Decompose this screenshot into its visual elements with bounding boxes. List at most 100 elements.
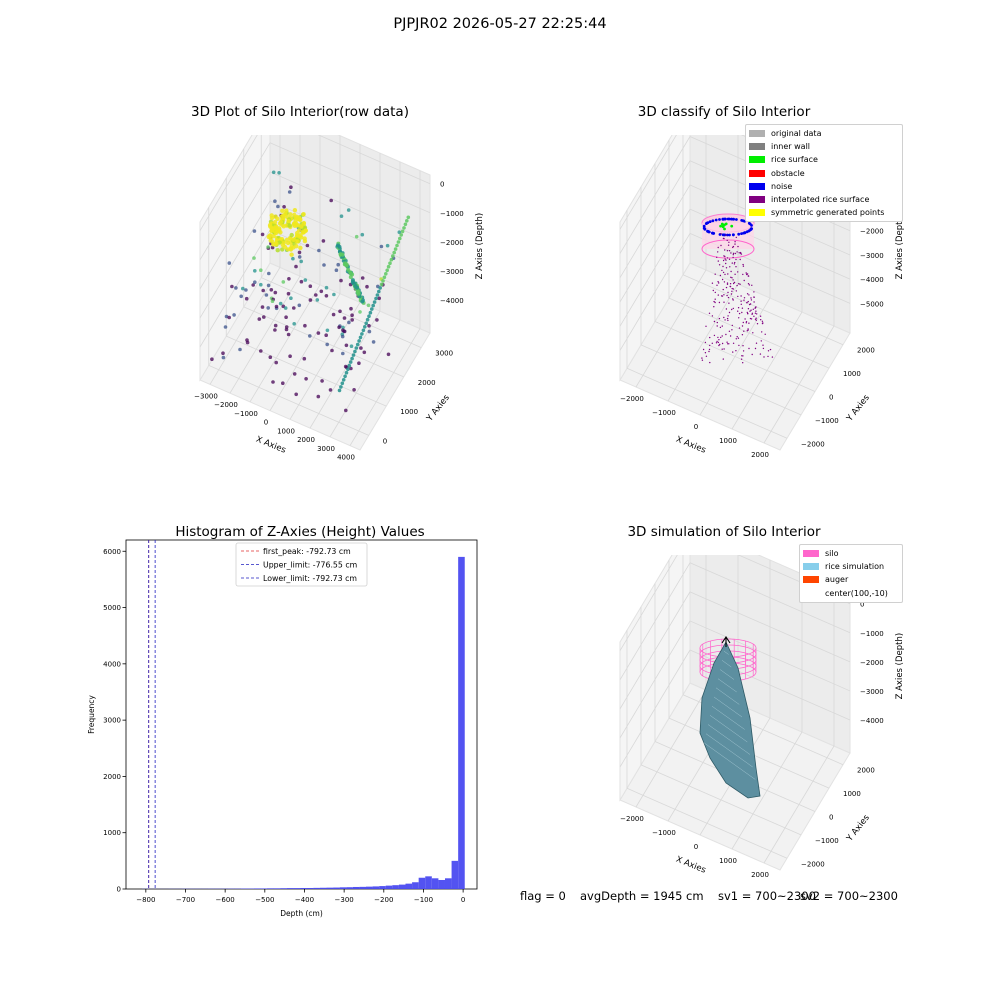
histogram-bar bbox=[431, 878, 439, 889]
y-tick-label: 3000 bbox=[103, 717, 121, 725]
interpolated-surface-point bbox=[753, 296, 755, 298]
raw-data-point bbox=[277, 227, 282, 233]
histogram-bar bbox=[444, 878, 452, 889]
interpolated-surface-point bbox=[732, 254, 734, 256]
noise-point bbox=[737, 232, 741, 236]
raw-data-point bbox=[267, 222, 273, 228]
interpolated-surface-point bbox=[747, 300, 749, 303]
interpolated-surface-point bbox=[738, 327, 741, 329]
raw-data-point bbox=[332, 292, 336, 297]
y-tick-label: 5000 bbox=[103, 604, 121, 612]
grid-line bbox=[199, 200, 271, 319]
raw-data-point bbox=[350, 318, 354, 322]
interpolated-surface-point bbox=[743, 330, 745, 332]
histogram-bar bbox=[365, 886, 373, 889]
interpolated-surface-point bbox=[738, 283, 740, 285]
legend-item: rice simulation bbox=[803, 560, 899, 573]
surface-mesh-line bbox=[719, 669, 735, 680]
interpolated-surface-point bbox=[725, 262, 727, 265]
raw-data-point bbox=[289, 296, 293, 300]
legend-item: symmetric generated points bbox=[749, 206, 899, 219]
raw-data-point bbox=[406, 215, 411, 220]
grid-line bbox=[269, 142, 431, 214]
raw-data-point bbox=[282, 205, 286, 209]
interpolated-surface-point bbox=[722, 271, 725, 274]
interpolated-surface-point bbox=[727, 296, 730, 299]
interpolated-surface-point bbox=[749, 303, 752, 305]
raw-points bbox=[210, 170, 411, 413]
legend-label: center(100,-10) bbox=[825, 588, 888, 598]
noise-point bbox=[742, 231, 745, 235]
raw-data-point bbox=[330, 348, 334, 353]
raw-data-point bbox=[349, 344, 354, 348]
y-tick-label: 3000 bbox=[435, 350, 453, 358]
z-tick-label: 0 bbox=[440, 181, 444, 189]
interpolated-surface-point bbox=[731, 290, 733, 292]
interpolated-surface-point bbox=[732, 245, 735, 248]
raw-data-point bbox=[284, 208, 289, 213]
legend-swatch bbox=[749, 182, 765, 190]
grid-line bbox=[654, 321, 816, 392]
interpolated-surface-point bbox=[729, 266, 731, 268]
grid-line bbox=[226, 335, 387, 407]
raw-data-point bbox=[348, 360, 353, 364]
histogram-bar bbox=[418, 877, 426, 889]
raw-data-point bbox=[227, 315, 231, 320]
raw-data-point bbox=[329, 198, 333, 203]
legend-label: interpolated rice surface bbox=[771, 195, 870, 205]
raw-data-point bbox=[292, 322, 296, 326]
raw-data-point bbox=[339, 385, 343, 389]
raw-data-point bbox=[259, 349, 263, 353]
y-axis-label: Frequency bbox=[87, 695, 96, 734]
raw-scatter-3d-plot: −3000−2000−10000100020003000400001000200… bbox=[194, 135, 485, 462]
interpolated-surface-point bbox=[746, 330, 748, 332]
interpolated-surface-point bbox=[737, 310, 739, 312]
interpolated-surface-point bbox=[713, 334, 716, 337]
interpolated-surface-point bbox=[724, 273, 726, 276]
interpolated-surface-point bbox=[742, 265, 745, 267]
interpolated-surface-point bbox=[723, 301, 725, 303]
raw-data-point bbox=[352, 388, 356, 392]
interpolated-surface-point bbox=[709, 361, 711, 364]
grid-line bbox=[619, 562, 691, 680]
raw-data-point bbox=[375, 293, 380, 297]
raw-data-point bbox=[238, 347, 242, 352]
interpolated-surface-point bbox=[704, 352, 707, 354]
grid-line bbox=[619, 620, 691, 739]
interpolated-surface-point bbox=[726, 282, 729, 284]
raw-data-point bbox=[320, 379, 324, 383]
interpolated-surface-point bbox=[708, 312, 711, 314]
interpolated-surface-point bbox=[753, 315, 755, 317]
interpolated-surface-point bbox=[726, 294, 728, 297]
raw-data-point bbox=[336, 243, 340, 248]
raw-data-point bbox=[400, 229, 405, 234]
interpolated-surface-point bbox=[735, 290, 737, 292]
raw-data-point bbox=[284, 237, 289, 243]
surface-mesh-line bbox=[713, 696, 743, 718]
interpolated-surface-point bbox=[734, 252, 736, 255]
interpolated-surface-point bbox=[742, 263, 744, 266]
x-tick-label: 0 bbox=[694, 843, 698, 851]
interpolated-surface-point bbox=[754, 347, 757, 350]
raw-data-point bbox=[304, 377, 308, 381]
x-axis-label: X Axies bbox=[674, 855, 707, 876]
raw-data-point bbox=[273, 230, 279, 236]
raw-data-point bbox=[287, 223, 292, 228]
raw-data-point bbox=[288, 354, 292, 358]
interpolated-surface-point bbox=[713, 320, 716, 323]
raw-data-point bbox=[230, 284, 234, 289]
raw-data-point bbox=[269, 288, 274, 292]
interpolated-surface-point bbox=[750, 297, 752, 299]
interpolated-surface-point bbox=[755, 319, 757, 321]
interpolated-surface-point bbox=[708, 348, 711, 351]
x-tick-label: 2000 bbox=[751, 871, 769, 879]
raw-data-point bbox=[337, 325, 341, 330]
y-tick-label: 0 bbox=[383, 437, 387, 445]
interpolated-surface-point bbox=[743, 279, 745, 282]
interpolated-surface-point bbox=[723, 281, 726, 283]
noise-point bbox=[707, 230, 710, 234]
y-tick-label: 1000 bbox=[843, 790, 861, 798]
interpolated-surface-point bbox=[727, 343, 729, 345]
interpolated-surface-point bbox=[711, 315, 714, 317]
histogram-bar bbox=[339, 887, 347, 889]
